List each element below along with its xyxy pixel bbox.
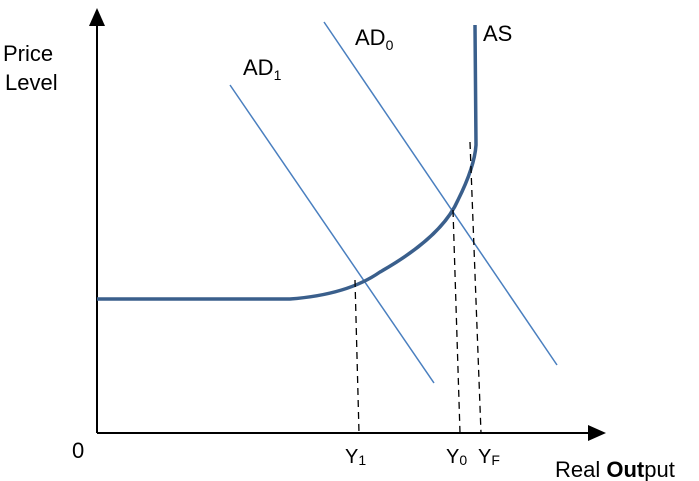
x-axis-label-part3: put [644, 457, 675, 481]
y-axis-arrow [89, 8, 105, 26]
ad1-line [229, 84, 435, 384]
as-label: AS [483, 21, 512, 46]
x-axis-label-part2: Out [606, 457, 645, 481]
y1-label: Y1 [345, 446, 366, 468]
ad0-label: AD0 [355, 25, 394, 53]
y-axis-label-line1: Price [3, 41, 53, 66]
ad1-label-main: AD [243, 55, 274, 80]
ad0-label-sub: 0 [386, 37, 394, 53]
x-axis-arrow [588, 425, 606, 441]
ad1-label-sub: 1 [274, 67, 282, 83]
y1-label-main: Y [345, 446, 358, 468]
yf-label-sub: F [491, 452, 500, 468]
y-axis-label-line2: Level [5, 70, 58, 95]
x-axis-label: Real Output [555, 457, 675, 481]
x-axis-label-part1: Real [555, 457, 606, 481]
y0-label: Y0 [446, 446, 467, 468]
yf-dashed-line [469, 141, 482, 434]
y1-dashed-line [354, 279, 360, 434]
y0-dashed-line [452, 209, 461, 434]
origin-label: 0 [72, 438, 84, 463]
y1-label-sub: 1 [358, 452, 366, 468]
ad0-line [323, 21, 558, 366]
yf-label: YF [478, 446, 500, 468]
y0-label-sub: 0 [459, 452, 467, 468]
ad1-label: AD1 [243, 55, 282, 83]
yf-label-main: Y [478, 446, 491, 468]
as-curve [97, 24, 478, 301]
ad0-label-main: AD [355, 25, 386, 50]
y0-label-main: Y [446, 446, 459, 468]
